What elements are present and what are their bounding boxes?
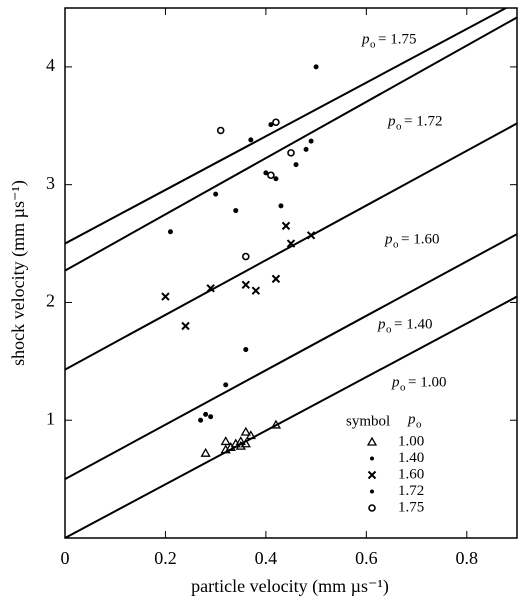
- point: [273, 176, 279, 182]
- legend-label: 1.00: [398, 433, 424, 449]
- point: [200, 447, 211, 457]
- point: [306, 231, 316, 240]
- y-axis-title: shock velocity (mm µs⁻¹): [8, 180, 29, 366]
- legend-header: p: [407, 411, 416, 427]
- point: [271, 274, 281, 284]
- legend-marker: [370, 489, 374, 494]
- point: [293, 162, 299, 168]
- point: [223, 382, 229, 388]
- line-label-subscript: o: [393, 239, 399, 251]
- line-label: = 1.72: [404, 113, 442, 129]
- point: [313, 64, 319, 70]
- x-tick-label: 0.8: [456, 548, 479, 568]
- point: [198, 417, 204, 423]
- line-label-subscript: o: [400, 382, 406, 394]
- point: [240, 426, 251, 436]
- point: [203, 411, 209, 417]
- point: [233, 208, 239, 214]
- x-axis-title: particle velocity (mm µs⁻¹): [191, 576, 389, 597]
- y-tick-label: 3: [46, 173, 55, 193]
- point: [235, 436, 246, 446]
- line-label-subscript: o: [396, 121, 402, 133]
- line-label-symbol: p: [391, 374, 400, 390]
- point: [267, 171, 275, 180]
- line-label: = 1.40: [394, 316, 432, 332]
- point: [243, 347, 249, 353]
- legend-marker: [367, 470, 377, 480]
- point: [213, 191, 219, 197]
- line-label-symbol: p: [384, 231, 393, 247]
- line-label: = 1.60: [401, 231, 439, 247]
- point: [206, 284, 215, 293]
- line-label: = 1.75: [378, 31, 416, 47]
- point: [303, 146, 309, 152]
- legend-label: 1.75: [398, 499, 424, 515]
- x-tick-label: 0.4: [255, 548, 278, 568]
- legend-header: o: [416, 419, 422, 431]
- line-label-symbol: p: [387, 113, 396, 129]
- fit-line: [65, 8, 509, 245]
- legend-label: 1.72: [398, 483, 424, 499]
- point: [245, 430, 256, 440]
- point: [286, 239, 296, 248]
- point: [287, 149, 295, 157]
- x-tick-label: 0.6: [355, 548, 378, 568]
- point: [272, 118, 280, 127]
- point: [208, 414, 214, 420]
- line-label-subscript: o: [386, 324, 392, 336]
- fit-line: [65, 16, 517, 272]
- point: [161, 292, 170, 301]
- legend-header: symbol: [346, 413, 390, 429]
- line-label-symbol: p: [361, 31, 370, 47]
- point: [216, 126, 225, 135]
- y-tick-label: 2: [46, 291, 55, 311]
- legend-marker: [368, 504, 376, 512]
- point: [248, 137, 254, 143]
- legend-label: 1.40: [398, 450, 424, 466]
- point: [240, 438, 251, 448]
- fit-line: [65, 295, 517, 538]
- point: [167, 229, 173, 235]
- point: [270, 419, 282, 429]
- point: [308, 138, 314, 144]
- legend-marker: [370, 456, 374, 461]
- legend-marker: [366, 436, 378, 446]
- point: [241, 280, 251, 289]
- x-tick-label: 0: [61, 548, 70, 568]
- point: [251, 286, 261, 295]
- point: [263, 170, 269, 176]
- y-tick-label: 4: [46, 55, 55, 75]
- plot-frame: [64, 7, 518, 539]
- fit-line: [65, 233, 517, 480]
- point: [242, 252, 250, 261]
- line-label-symbol: p: [377, 316, 386, 332]
- point: [181, 321, 190, 331]
- line-label: = 1.00: [408, 374, 446, 390]
- x-tick-label: 0.2: [154, 548, 177, 568]
- point: [278, 203, 284, 209]
- line-label-subscript: o: [370, 39, 376, 51]
- point: [268, 122, 274, 128]
- y-tick-label: 1: [46, 408, 55, 428]
- point: [281, 221, 291, 231]
- point: [220, 436, 231, 446]
- fit-line: [65, 122, 517, 371]
- legend-label: 1.60: [398, 466, 424, 482]
